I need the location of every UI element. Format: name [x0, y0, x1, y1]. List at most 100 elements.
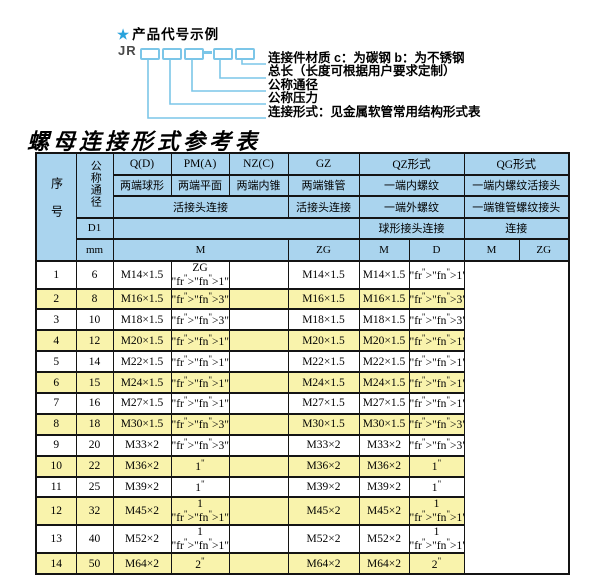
- cell: [228, 412, 289, 436]
- cell: "fr">"fn">1"fd">2": [408, 329, 465, 353]
- cell: 20: [75, 433, 114, 457]
- code-dash: [203, 51, 212, 54]
- cell: M64×2: [358, 552, 410, 575]
- cell: M30×1.5: [287, 412, 360, 436]
- cell: "fr">"fn">1"fd">2": [170, 391, 230, 415]
- cell: "fr">"fn">3"fd">8": [170, 308, 230, 332]
- cell: M16×1.5: [112, 287, 172, 311]
- cell: M18×1.5: [112, 308, 172, 332]
- cell: "fr">"fn">1"fd">2": [408, 371, 465, 394]
- code-labels: 连接件材质 c：为碳钢 b：为不锈钢 总长（长度可根据用户要求定制） 公称通径 …: [268, 51, 481, 119]
- cell: M52×2: [358, 524, 410, 555]
- cell: 50: [75, 552, 114, 575]
- cell: 1": [170, 475, 230, 499]
- header-unit: mm: [75, 238, 114, 262]
- cell: "fr">"fn">1"fd">2": [408, 391, 465, 415]
- table-row: 920M33×2"fr">"fn">3"fd">4"M33×2M33×2"fr"…: [35, 433, 569, 457]
- table-row: 412M20×1.5"fr">"fn">1"fd">2"M20×1.5M20×1…: [35, 329, 569, 353]
- cell: "fr">"fn">3"fd">4": [408, 433, 465, 457]
- header-m-qz: M: [358, 238, 410, 262]
- cell: 14: [35, 552, 77, 575]
- cell: [228, 454, 289, 478]
- code-box-4: [213, 48, 233, 60]
- cell: M36×2: [287, 454, 360, 478]
- cell: [228, 391, 289, 415]
- cell: M45×2: [358, 496, 410, 527]
- cell: M20×1.5: [358, 329, 410, 353]
- cell: 13: [35, 524, 77, 555]
- cell: [228, 329, 289, 353]
- header-gz-desc: 两端锥管: [287, 173, 360, 197]
- code-box-3: [184, 48, 204, 60]
- cell: M36×2: [112, 454, 172, 478]
- cell: 18: [75, 412, 114, 436]
- header-seq: 序号: [35, 152, 77, 262]
- cell: M33×2: [112, 433, 172, 457]
- cell: [228, 287, 289, 311]
- header-pm-desc: 两端平面: [170, 173, 230, 197]
- cell: 8: [35, 412, 77, 436]
- cell: 25: [75, 475, 114, 499]
- cell: M22×1.5: [358, 350, 410, 374]
- cell: 6: [75, 259, 114, 290]
- header-m-main: M: [112, 238, 289, 262]
- code-box-1: [140, 48, 160, 60]
- diagram-heading: ★ 产品代号示例: [117, 23, 219, 43]
- cell: "fr">"fn">3"fd">8": [170, 287, 230, 311]
- cell: [228, 259, 289, 290]
- header-qg-desc1: 一端内螺纹活接头: [463, 173, 570, 197]
- diagram-heading-text: 产品代号示例: [132, 27, 220, 42]
- star-icon: ★: [117, 27, 131, 42]
- label-length: 总长（长度可根据用户要求定制）: [268, 64, 456, 79]
- table-row: 310M18×1.5"fr">"fn">3"fd">8"M18×1.5M18×1…: [35, 308, 569, 332]
- cell: M22×1.5: [112, 350, 172, 374]
- code-box-2: [162, 48, 182, 60]
- header-qz-desc3: 球形接头连接: [358, 216, 465, 240]
- header-dn: 公称通径: [75, 152, 114, 219]
- cell: 1": [170, 454, 230, 478]
- nut-connection-table: 序号 公称通径 Q(D) PM(A) NZ(C) GZ QZ形式 QG形式 两端…: [35, 152, 570, 575]
- cell: M14×1.5: [358, 259, 410, 290]
- header-gz-code: GZ: [287, 152, 360, 176]
- header-blank: [112, 216, 360, 240]
- header-nz-code: NZ(C): [228, 152, 289, 176]
- table-row: 11 25 M39×2 1" M39×2 M39×2 1": [35, 475, 569, 499]
- cell: 14: [75, 350, 114, 374]
- cell: [228, 371, 289, 394]
- cell: M20×1.5: [112, 329, 172, 353]
- table-row: 10 22 M36×2 1" M36×2 M36×2 1": [35, 454, 569, 478]
- cell: M52×2: [112, 524, 172, 555]
- cell: 32: [75, 496, 114, 527]
- cell: M27×1.5: [287, 391, 360, 415]
- cell: M30×1.5: [358, 412, 410, 436]
- header-zg-gz: ZG: [287, 238, 360, 262]
- cell: 5: [35, 350, 77, 374]
- cell: [228, 475, 289, 499]
- cell: 6: [35, 371, 77, 394]
- cell: 7: [35, 391, 77, 415]
- cell: "fr">"fn">1"fd">2": [170, 329, 230, 353]
- cell: M27×1.5: [112, 391, 172, 415]
- cell: 9: [35, 433, 77, 457]
- cell: 10: [75, 308, 114, 332]
- cell: 40: [75, 524, 114, 555]
- table-title: 螺母连接形式参考表: [27, 129, 262, 155]
- connector-lines: [147, 57, 266, 119]
- cell: 8: [75, 287, 114, 311]
- cell: M22×1.5: [287, 350, 360, 374]
- cell: 15: [75, 371, 114, 394]
- cell: [228, 308, 289, 332]
- label-connection: 连接形式：见金属软管常用结构形式表: [268, 104, 481, 119]
- cell: 1 "fr">"fn">1"fd">4": [408, 496, 465, 527]
- cell: 16: [75, 391, 114, 415]
- header-q-desc: 两端球形: [112, 173, 172, 197]
- header-q-code: Q(D): [112, 152, 172, 176]
- cell: 1": [408, 454, 465, 478]
- label-diameter: 公称通径: [268, 77, 319, 92]
- cell: 1": [408, 475, 465, 499]
- cell: M18×1.5: [358, 308, 410, 332]
- cell: M24×1.5: [358, 371, 410, 394]
